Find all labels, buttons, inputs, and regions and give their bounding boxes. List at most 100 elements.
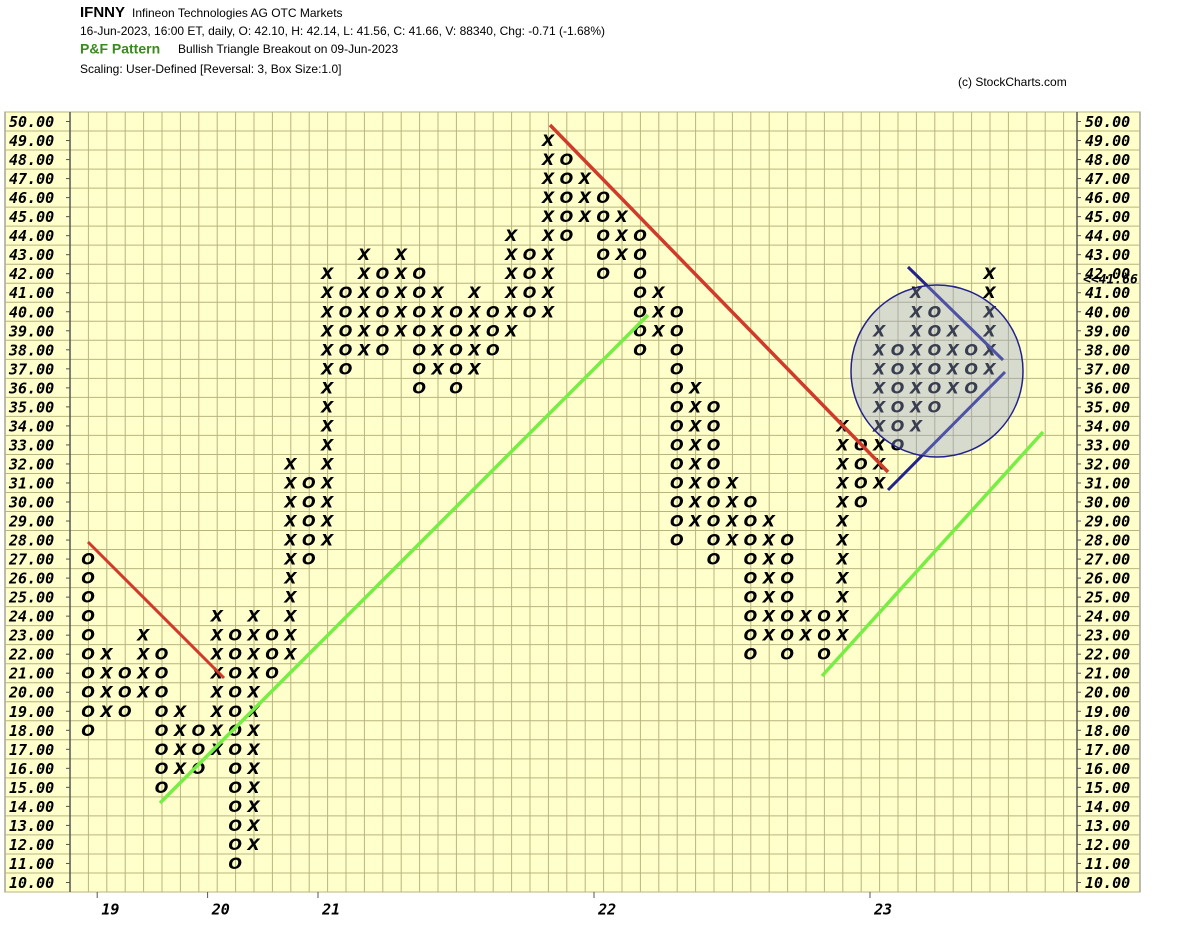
pf-box: X — [725, 512, 739, 531]
pf-box: O — [633, 264, 647, 283]
pf-box: X — [762, 550, 776, 569]
pf-box: O — [228, 854, 242, 873]
y-tick-label: 13.00 — [1085, 817, 1130, 835]
pf-box: X — [320, 340, 334, 359]
x-tick-label: 22 — [597, 901, 616, 919]
y-tick-label: 34.00 — [8, 417, 54, 435]
pf-box: X — [982, 264, 996, 283]
pattern: Bullish Triangle Breakout on 09-Jun-2023 — [178, 42, 398, 56]
pf-box: X — [283, 626, 297, 645]
pf-box: X — [430, 321, 444, 340]
pf-box: X — [320, 435, 334, 454]
pf-box: X — [320, 264, 334, 283]
pf-box: O — [81, 588, 95, 607]
pf-box: O — [891, 397, 905, 416]
pf-box: O — [302, 531, 316, 550]
pf-box: X — [578, 169, 592, 188]
pf-column: OOO — [486, 302, 500, 359]
y-tick-label: 40.00 — [1085, 303, 1130, 321]
y-tick-label: 48.00 — [9, 151, 54, 169]
pf-box: X — [246, 778, 260, 797]
pf-box: O — [707, 454, 721, 473]
pf-box: O — [817, 626, 831, 645]
pf-box: O — [560, 188, 574, 207]
y-tick-label: 30.00 — [1084, 494, 1130, 512]
pf-box: O — [854, 454, 868, 473]
pf-box: X — [835, 512, 849, 531]
y-tick-label: 20.00 — [1084, 684, 1130, 702]
pf-box: X — [283, 588, 297, 607]
y-tick-label: 37.00 — [1084, 360, 1130, 378]
pf-box: X — [688, 397, 702, 416]
y-tick-label: 39.00 — [8, 322, 54, 340]
pf-box: O — [670, 340, 684, 359]
y-tick-label: 11.00 — [9, 855, 54, 873]
pf-box: O — [854, 493, 868, 512]
pf-box: O — [596, 188, 610, 207]
pf-box: O — [744, 512, 758, 531]
pf-box: O — [228, 664, 242, 683]
pf-box: X — [688, 435, 702, 454]
y-tick-label: 43.00 — [9, 246, 54, 264]
pf-box: X — [173, 721, 187, 740]
pf-box: O — [449, 378, 463, 397]
pf-box: O — [707, 550, 721, 569]
pf-box: O — [670, 493, 684, 512]
pf-box: O — [633, 283, 647, 302]
y-tick-label: 42.00 — [1085, 265, 1130, 283]
pf-box: X — [909, 321, 923, 340]
pf-box: X — [725, 493, 739, 512]
y-tick-label: 23.00 — [1084, 627, 1130, 645]
pf-box: X — [430, 302, 444, 321]
pf-box: X — [394, 283, 408, 302]
pf-box: O — [81, 645, 95, 664]
pf-box: O — [155, 645, 169, 664]
y-tick-label: 28.00 — [8, 532, 54, 550]
y-tick-label: 12.00 — [1085, 836, 1130, 854]
pf-box: X — [320, 493, 334, 512]
pf-box: O — [891, 340, 905, 359]
y-tick-label: 27.00 — [8, 551, 54, 569]
pf-box: X — [136, 645, 150, 664]
pf-box: X — [210, 645, 224, 664]
pf-box: X — [246, 816, 260, 835]
pf-box: X — [688, 473, 702, 492]
pf-box: O — [964, 340, 978, 359]
pf-box: X — [541, 207, 555, 226]
pf-box: X — [872, 321, 886, 340]
pf-box: X — [651, 283, 665, 302]
pf-box: O — [155, 683, 169, 702]
pf-box: X — [688, 378, 702, 397]
pf-box: X — [246, 721, 260, 740]
pf-box: X — [394, 264, 408, 283]
pf-box: O — [670, 531, 684, 550]
y-tick-label: 25.00 — [1084, 589, 1130, 607]
pf-box: O — [155, 702, 169, 721]
pf-box: X — [283, 607, 297, 626]
pf-box: O — [670, 359, 684, 378]
pf-box: X — [99, 664, 113, 683]
y-tick-label: 31.00 — [8, 474, 54, 492]
scaling: Scaling: User-Defined [Reversal: 3, Box … — [80, 62, 341, 76]
pf-box: X — [246, 626, 260, 645]
y-tick-label: 40.00 — [9, 303, 54, 321]
pf-box: X — [210, 683, 224, 702]
pf-box: O — [376, 283, 390, 302]
pf-box: O — [744, 493, 758, 512]
pf-box: O — [780, 588, 794, 607]
pf-box: O — [891, 378, 905, 397]
pf-box: X — [688, 493, 702, 512]
